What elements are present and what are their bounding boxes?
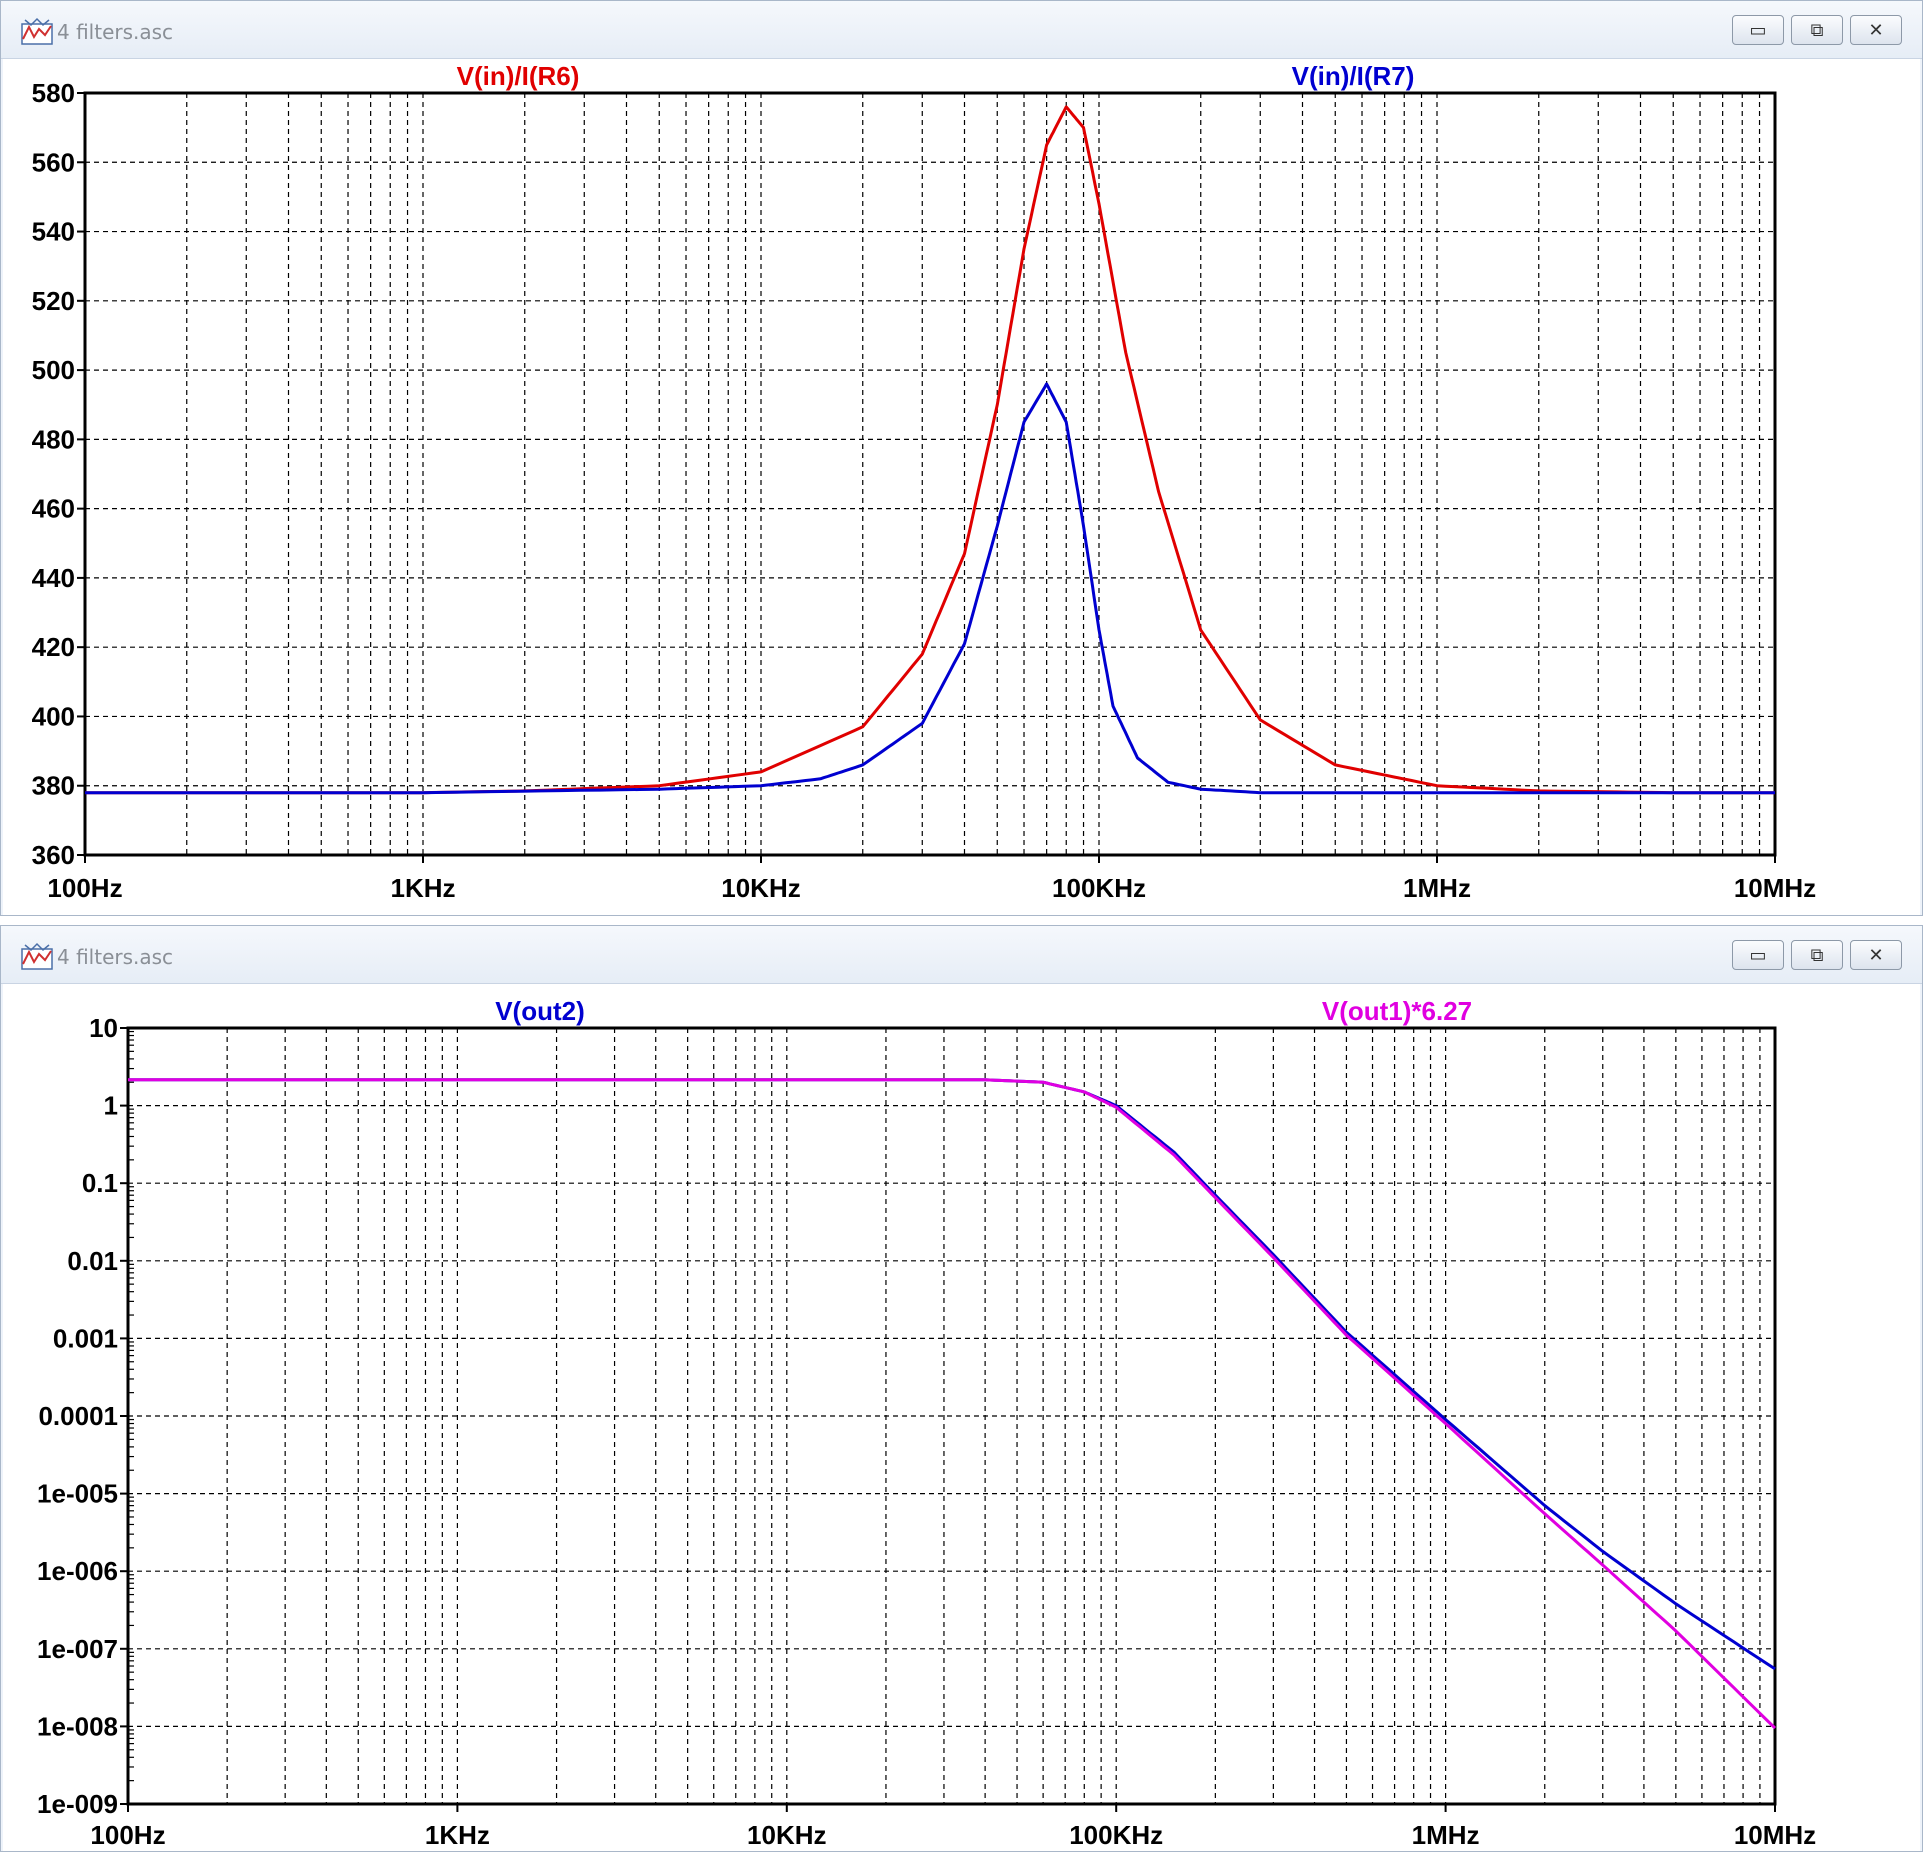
waveform-chart-1[interactable]: 580 560 540 520 500 480 460 440 420 400 380 360100H… — [3, 59, 1920, 915]
x-tick-label: 1MHz — [1412, 1820, 1480, 1850]
close-button[interactable]: ✕ — [1850, 940, 1902, 970]
y-tick-label: 460 — [32, 494, 75, 524]
y-tick-label: 1e-007 — [37, 1634, 118, 1664]
grid — [128, 1028, 1775, 1804]
y-tick-label: 480 — [32, 424, 75, 454]
minimize-button[interactable]: ▭ — [1732, 940, 1784, 970]
trace-label[interactable]: V(out2) — [495, 996, 585, 1026]
plot-frame — [83, 91, 1777, 857]
trace-1[interactable] — [128, 1078, 1776, 1671]
close-button[interactable]: ✕ — [1850, 15, 1902, 45]
waveform-window-icon — [21, 942, 53, 970]
x-tick-label: 1KHz — [425, 1820, 490, 1850]
x-tick-label: 10MHz — [1734, 1820, 1816, 1850]
trace-2[interactable] — [128, 1078, 1777, 1730]
y-tick-label: 380 — [32, 771, 75, 801]
y-tick-label: 440 — [32, 563, 75, 593]
trace-1[interactable] — [85, 105, 1775, 795]
y-tick-label: 1e-008 — [37, 1711, 118, 1741]
x-tick-label: 1MHz — [1403, 873, 1471, 903]
x-tick-label: 1KHz — [390, 873, 455, 903]
x-tick-label: 100KHz — [1069, 1820, 1163, 1850]
y-tick-label: 10 — [89, 1013, 118, 1043]
y-tick-label: 1e-006 — [37, 1556, 118, 1586]
waveform-chart-2[interactable]: 10 1 0.1 0.01 0.001 0.0001 1e-005 1e-006 1e-007 1… — [3, 984, 1920, 1851]
y-tick-label: 360 — [32, 840, 75, 870]
trace-2[interactable] — [85, 382, 1775, 795]
y-tick-label: 500 — [32, 355, 75, 385]
grid — [85, 92, 1775, 855]
y-tick-label: 0.1 — [82, 1168, 118, 1198]
y-tick-label: 1e-009 — [37, 1789, 118, 1819]
waveform-window-1: 4 filters.asc ▭ ⧉ ✕ 580 560 540 520 500 480 46… — [0, 0, 1923, 916]
plot-pane[interactable]: 580 560 540 520 500 480 460 440 420 400 380 360 100H… — [3, 59, 1920, 915]
y-tick-label: 1 — [104, 1091, 118, 1121]
y-tick-label: 400 — [32, 701, 75, 731]
trace-label[interactable]: V(in)/I(R6) — [457, 61, 580, 91]
waveform-window-2: 4 filters.asc ▭ ⧉ ✕ 10 1 0.1 0.01 0.001 0.000… — [0, 925, 1923, 1852]
y-tick-label: 1e-005 — [37, 1479, 118, 1509]
x-tick-label: 10MHz — [1734, 873, 1816, 903]
y-tick-label: 520 — [32, 286, 75, 316]
y-tick-label: 560 — [32, 147, 75, 177]
y-tick-label: 540 — [32, 217, 75, 247]
y-tick-label: 0.01 — [67, 1246, 118, 1276]
trace-label[interactable]: V(out1)*6.27 — [1322, 996, 1472, 1026]
x-tick-label: 100Hz — [90, 1820, 165, 1850]
minimize-button[interactable]: ▭ — [1732, 15, 1784, 45]
plot-pane[interactable]: 10 1 0.1 0.01 0.001 0.0001 1e-005 1e-006 1e-007 1… — [3, 984, 1920, 1851]
x-tick-label: 10KHz — [721, 873, 800, 903]
trace-label[interactable]: V(in)/I(R7) — [1292, 61, 1415, 91]
maximize-button[interactable]: ⧉ — [1791, 15, 1843, 45]
y-tick-label: 420 — [32, 632, 75, 662]
y-tick-label: 580 — [32, 78, 75, 108]
waveform-window-icon — [21, 17, 53, 45]
title-bar[interactable]: 4 filters.asc ▭ ⧉ ✕ — [1, 1, 1922, 59]
x-tick-label: 100KHz — [1052, 873, 1146, 903]
y-tick-label: 0.0001 — [38, 1401, 118, 1431]
title-bar[interactable]: 4 filters.asc ▭ ⧉ ✕ — [1, 926, 1922, 984]
window-title: 4 filters.asc — [57, 20, 174, 44]
x-tick-label: 100Hz — [47, 873, 122, 903]
maximize-button[interactable]: ⧉ — [1791, 940, 1843, 970]
x-tick-label: 10KHz — [747, 1820, 826, 1850]
window-title: 4 filters.asc — [57, 945, 174, 969]
y-tick-label: 0.001 — [53, 1323, 118, 1353]
